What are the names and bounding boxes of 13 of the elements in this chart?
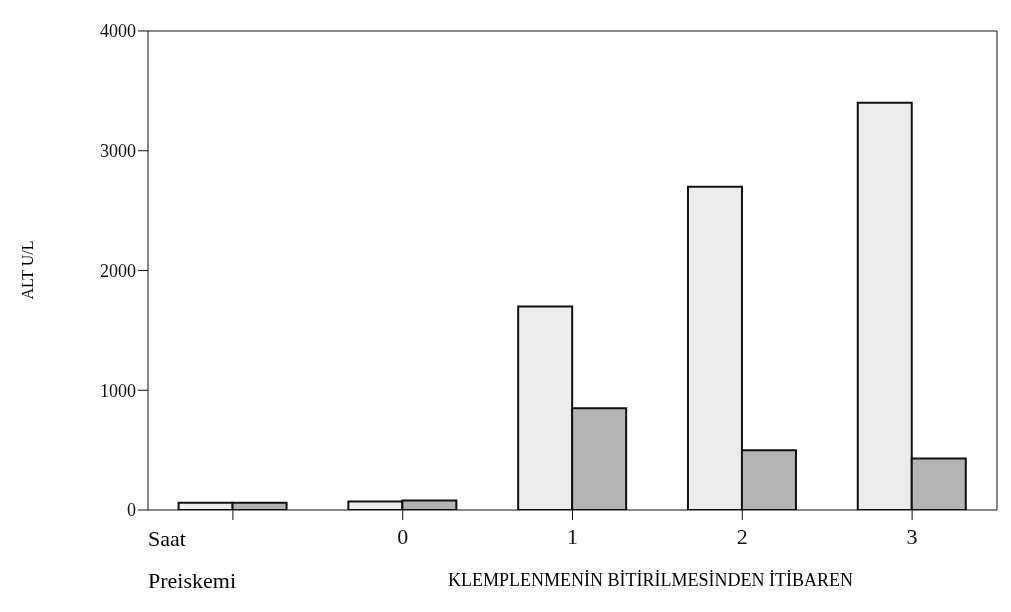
x-tick-label: 3: [906, 524, 918, 549]
y-tick-label: 3000: [100, 141, 136, 162]
y-axis-title: ALT U/L: [19, 240, 37, 300]
y-tick-label: 2000: [100, 260, 136, 281]
text: Saat: [148, 526, 186, 552]
x-tick-label: 1: [567, 524, 578, 549]
x-tick-label: 0: [397, 524, 409, 549]
y-tick-label: 0: [127, 500, 136, 521]
y-tick-label: 1000: [100, 380, 136, 401]
y-tick-label: 4000: [100, 21, 136, 42]
text: Preiskemi: [148, 568, 236, 594]
x-tick-label: 2: [736, 524, 748, 549]
x-axis-title: KLEMPLENMENİN BİTİRİLMESİNDEN İTİBAREN: [448, 570, 853, 591]
